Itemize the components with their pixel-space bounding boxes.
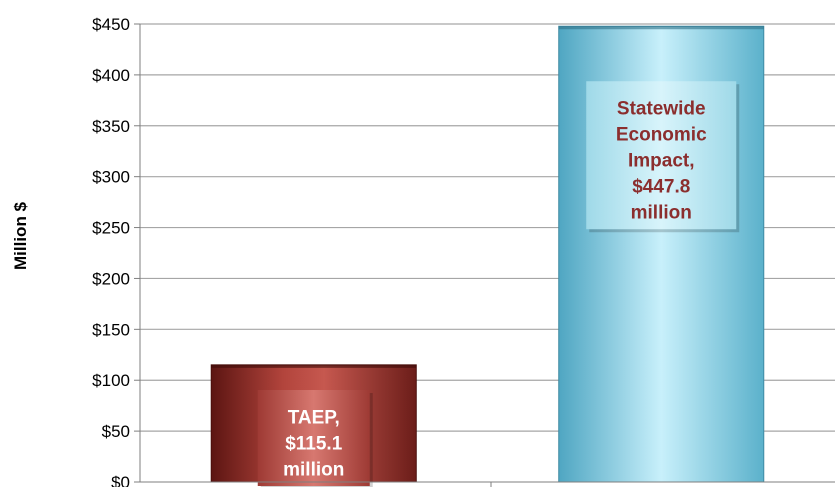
data-label-box xyxy=(586,81,737,230)
data-label-line: Statewide xyxy=(617,99,706,120)
y-axis-title: Million $ xyxy=(11,201,30,270)
y-tick-label: $400 xyxy=(92,66,130,85)
data-label-box xyxy=(257,390,370,486)
data-label-line: $447.8 xyxy=(632,177,690,198)
y-tick-label: $450 xyxy=(92,15,130,34)
data-label-line: Impact, xyxy=(628,151,695,172)
data-label-line: Economic xyxy=(616,125,707,146)
bar-top-edge xyxy=(211,364,417,368)
data-label-line: million xyxy=(283,460,344,481)
data-label-line: TAEP, xyxy=(288,408,340,429)
y-tick-label: $250 xyxy=(92,219,130,238)
y-tick-label: $150 xyxy=(92,320,130,339)
bar-top-edge xyxy=(558,26,764,30)
y-tick-label: $200 xyxy=(92,269,130,288)
y-tick-label: $50 xyxy=(102,422,130,441)
plot-area: TAEP, $115.1 million Statewide Economic Impac… xyxy=(139,23,835,487)
data-label-0: TAEP, $115.1 million xyxy=(257,390,373,487)
data-labels: TAEP, $115.1 million Statewide Economic Impac… xyxy=(257,81,740,487)
y-tick-label: $100 xyxy=(92,371,130,390)
y-tick-label: $350 xyxy=(92,117,130,136)
y-tick-label: $300 xyxy=(92,168,130,187)
y-tick-label: $0 xyxy=(111,473,130,487)
data-label-1: Statewide Economic Impact, $447.8 million xyxy=(586,81,740,233)
y-axis-ticks: $0 $50 $100 $150 $200 $250 $300 $350 $400 $450 xyxy=(92,15,140,487)
data-label-line: $115.1 xyxy=(285,434,342,455)
data-label-line: million xyxy=(631,203,692,224)
